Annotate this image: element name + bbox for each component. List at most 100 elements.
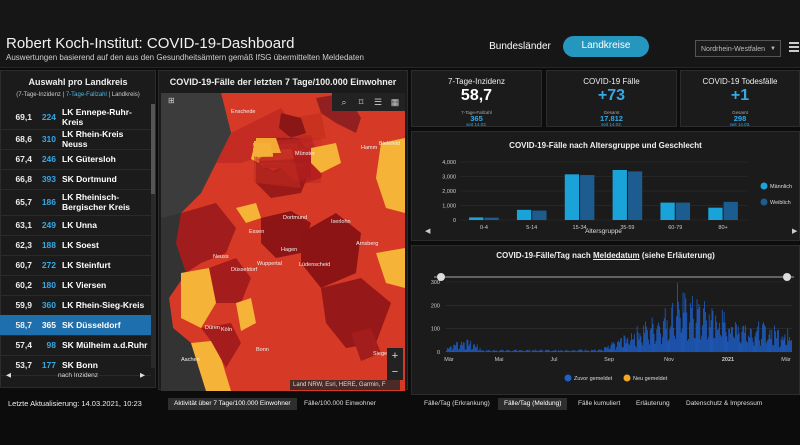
landkreis-row[interactable]: 66,8 393 SK Dortmund [0, 169, 151, 190]
daily-case-bar [551, 350, 553, 352]
bar-weiblich[interactable] [723, 201, 738, 220]
daily-case-bar [466, 339, 468, 352]
daily-case-bar [693, 337, 695, 352]
state-select[interactable]: Nordrhein-Westfalen ▼ [695, 40, 781, 57]
daily-case-bar [490, 351, 492, 352]
daily-case-bar [455, 345, 457, 352]
daily-case-bar [557, 351, 559, 352]
bar-maennlich[interactable] [612, 169, 627, 220]
daily-case-bar [778, 347, 780, 352]
map-region [311, 143, 341, 173]
daily-case-bar [508, 350, 510, 352]
daily-case-bar [623, 335, 625, 352]
prev-page-icon[interactable]: ◀ [6, 372, 11, 379]
tab-faelle-kumuliert[interactable]: Fälle kumuliert [578, 400, 621, 407]
daily-case-bar [661, 344, 662, 352]
choropleth-map[interactable]: Enschede Münster Hamm Bielefeld Dortmund Esse… [161, 93, 405, 391]
scroll-left-icon[interactable]: ◀ [425, 228, 431, 235]
daily-case-bar [604, 347, 605, 352]
bar-weiblich[interactable] [675, 202, 691, 220]
daily-case-bar [453, 344, 455, 352]
tab-datenschutz[interactable]: Datenschutz & Impressum [686, 400, 763, 407]
bookmark-icon[interactable]: ⌑ [358, 97, 364, 107]
daily-case-bar [613, 342, 615, 352]
map-region [279, 113, 306, 138]
menu-icon[interactable] [789, 40, 799, 54]
city-label: Dortmund [283, 215, 307, 221]
bar-maennlich[interactable] [660, 202, 675, 220]
landkreis-row[interactable]: 58,7 365 SK Düsseldorf [0, 315, 151, 336]
tab-aktivitaet[interactable]: Aktivität über 7 Tage/100.000 Einwohner [168, 398, 297, 410]
list-scrollbar[interactable] [151, 104, 155, 368]
bar-weiblich[interactable] [484, 217, 499, 220]
daily-case-bar [739, 341, 741, 352]
daily-case-bar [487, 350, 488, 352]
landkreis-fallzahl: 310 [41, 134, 56, 144]
kpi-sub-label: Gesamt [603, 110, 620, 115]
landkreis-row[interactable]: 68,6 310 LK Rhein-Kreis Neuss [0, 129, 151, 150]
landkreis-row[interactable]: 57,4 98 SK Mülheim a.d.Ruhr [0, 335, 151, 356]
landkreis-row[interactable]: 60,7 272 LK Steinfurt [0, 255, 151, 276]
daily-case-bar [496, 350, 498, 352]
daily-case-bar [723, 312, 725, 352]
tab-erlaeuterung[interactable]: Erläuterung [636, 400, 670, 407]
landkreis-inzidenz: 59,9 [15, 300, 32, 310]
subtitle-part: 7-Tage-Fallzahl [65, 92, 107, 98]
daily-case-bar [687, 340, 689, 352]
daily-case-bar [584, 350, 586, 352]
bar-maennlich[interactable] [564, 174, 580, 220]
daily-case-bar [648, 344, 650, 352]
bar-maennlich[interactable] [708, 207, 723, 220]
chart-title-link[interactable]: Meldedatum [592, 251, 640, 260]
daily-case-bar [502, 349, 503, 352]
daily-case-bar [683, 312, 685, 352]
daily-case-bar [460, 341, 462, 352]
daily-case-bar [791, 340, 792, 352]
daily-case-bar [506, 349, 508, 352]
scroll-right-icon[interactable]: ▶ [792, 228, 798, 235]
landkreis-row[interactable]: 67,4 246 LK Gütersloh [0, 149, 151, 170]
landkreis-row[interactable]: 69,1 224 LK Ennepe-Ruhr-Kreis [0, 104, 151, 130]
map-region [236, 298, 256, 331]
daily-case-bar [525, 350, 527, 352]
daily-case-bar [737, 326, 739, 352]
tab-faelle-pro-100k[interactable]: Fälle/100.000 Einwohner [304, 400, 376, 407]
bar-maennlich[interactable] [516, 209, 532, 220]
daily-case-bar [546, 349, 547, 352]
x-axis-label: Altersgruppe [585, 228, 622, 235]
zoom-in-button[interactable]: + [391, 350, 399, 362]
daily-case-bar [604, 346, 606, 352]
basemap-grid-icon[interactable]: ▦ [390, 97, 400, 107]
next-page-icon[interactable]: ▶ [140, 372, 145, 379]
range-slider-handle-right[interactable] [783, 273, 791, 281]
tab-faelle-erkrankung[interactable]: Fälle/Tag (Erkrankung) [424, 400, 490, 407]
nav-landkreise-button[interactable]: Landkreise [563, 36, 649, 57]
landkreis-row[interactable]: 62,3 188 LK Soest [0, 235, 151, 256]
map-region [191, 341, 231, 391]
daily-case-bar [586, 350, 588, 352]
daily-case-bar [612, 343, 614, 352]
daily-case-bar [635, 347, 637, 352]
map-region-outside [161, 93, 231, 218]
daily-case-bar [505, 350, 507, 352]
scrollbar-thumb[interactable] [151, 104, 155, 194]
bar-maennlich[interactable] [469, 217, 484, 220]
daily-case-bar [763, 321, 764, 352]
bar-weiblich[interactable] [532, 210, 547, 220]
landkreis-row[interactable]: 53,7 177 SK Bonn [0, 355, 151, 376]
search-icon[interactable]: ⌕ [341, 97, 347, 107]
bar-weiblich[interactable] [580, 175, 595, 220]
tab-faelle-meldung[interactable]: Fälle/Tag (Meldung) [498, 398, 568, 410]
landkreis-row[interactable]: 59,9 360 LK Rhein-Sieg-Kreis [0, 295, 151, 316]
range-slider-handle-left[interactable] [437, 273, 445, 281]
daily-case-bar [758, 321, 760, 352]
zoom-out-button[interactable]: − [391, 366, 399, 378]
landkreis-row[interactable]: 60,2 180 LK Viersen [0, 275, 151, 296]
landkreis-row[interactable]: 63,1 249 LK Unna [0, 215, 151, 236]
layers-icon[interactable]: ☰ [373, 97, 383, 107]
legend-toggle-icon[interactable]: ⊞ [168, 96, 175, 105]
nav-bundeslaender-button[interactable]: Bundesländer [489, 41, 551, 52]
bar-weiblich[interactable] [627, 171, 643, 220]
landkreis-row[interactable]: 65,7 186 LK Rheinisch-Bergischer Kreis [0, 189, 151, 216]
daily-case-bar [532, 350, 534, 352]
